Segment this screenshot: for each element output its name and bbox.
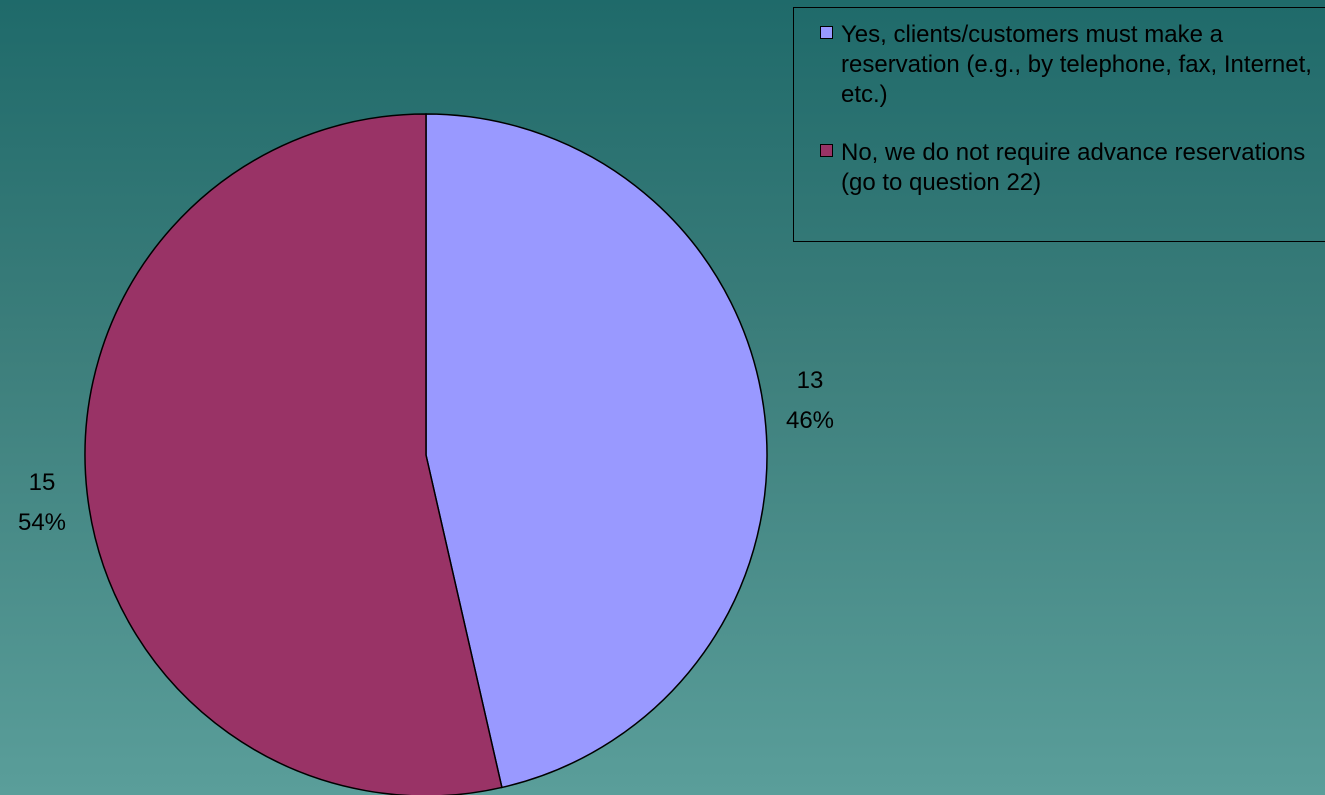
- legend: Yes, clients/customers must make a reser…: [793, 7, 1325, 242]
- pie-slice-0: [425, 113, 768, 789]
- legend-label-no: No, we do not require advance reservatio…: [841, 139, 1306, 196]
- legend-item-yes: Yes, clients/customers must make a reser…: [820, 20, 1320, 110]
- slice-percent-label-0: 46%: [786, 407, 834, 434]
- legend-swatch-no: [820, 144, 833, 157]
- slice-value-label-0: 13: [797, 367, 824, 394]
- slice-percent-label-1: 54%: [18, 509, 66, 536]
- pie-slice-1: [84, 113, 503, 795]
- legend-swatch-yes: [820, 26, 833, 39]
- legend-item-no: No, we do not require advance reservatio…: [820, 138, 1320, 198]
- legend-label-yes: Yes, clients/customers must make a reser…: [841, 21, 1312, 108]
- slice-value-label-1: 15: [29, 469, 56, 496]
